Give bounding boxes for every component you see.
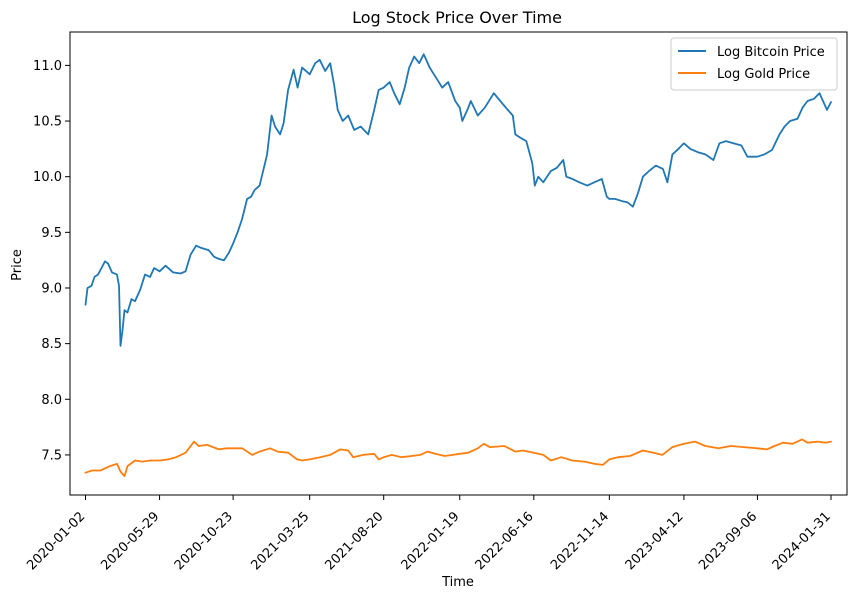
y-tick-label: 11.0 bbox=[33, 59, 62, 74]
y-tick-label: 10.0 bbox=[33, 170, 62, 185]
y-tick-label: 8.0 bbox=[41, 393, 62, 408]
series-line-bitcoin bbox=[84, 53, 832, 347]
series-line-gold bbox=[84, 438, 832, 477]
plot-area bbox=[69, 31, 848, 496]
legend-box bbox=[670, 37, 838, 91]
y-tick-label: 9.5 bbox=[41, 226, 62, 241]
x-axis-label: Time bbox=[441, 575, 474, 590]
axes-frame bbox=[69, 31, 848, 496]
y-tick-label: 10.5 bbox=[33, 115, 62, 130]
y-tick-label: 8.5 bbox=[41, 337, 62, 352]
y-tick-label: 9.0 bbox=[41, 281, 62, 296]
legend-label-bitcoin: Log Bitcoin Price bbox=[717, 45, 825, 60]
legend: Log Bitcoin Price Log Gold Price bbox=[670, 37, 838, 91]
y-axis-label: Price bbox=[10, 249, 25, 281]
y-tick-label: 7.5 bbox=[41, 448, 62, 463]
chart-title: Log Stock Price Over Time bbox=[352, 8, 562, 27]
legend-label-gold: Log Gold Price bbox=[717, 67, 810, 82]
